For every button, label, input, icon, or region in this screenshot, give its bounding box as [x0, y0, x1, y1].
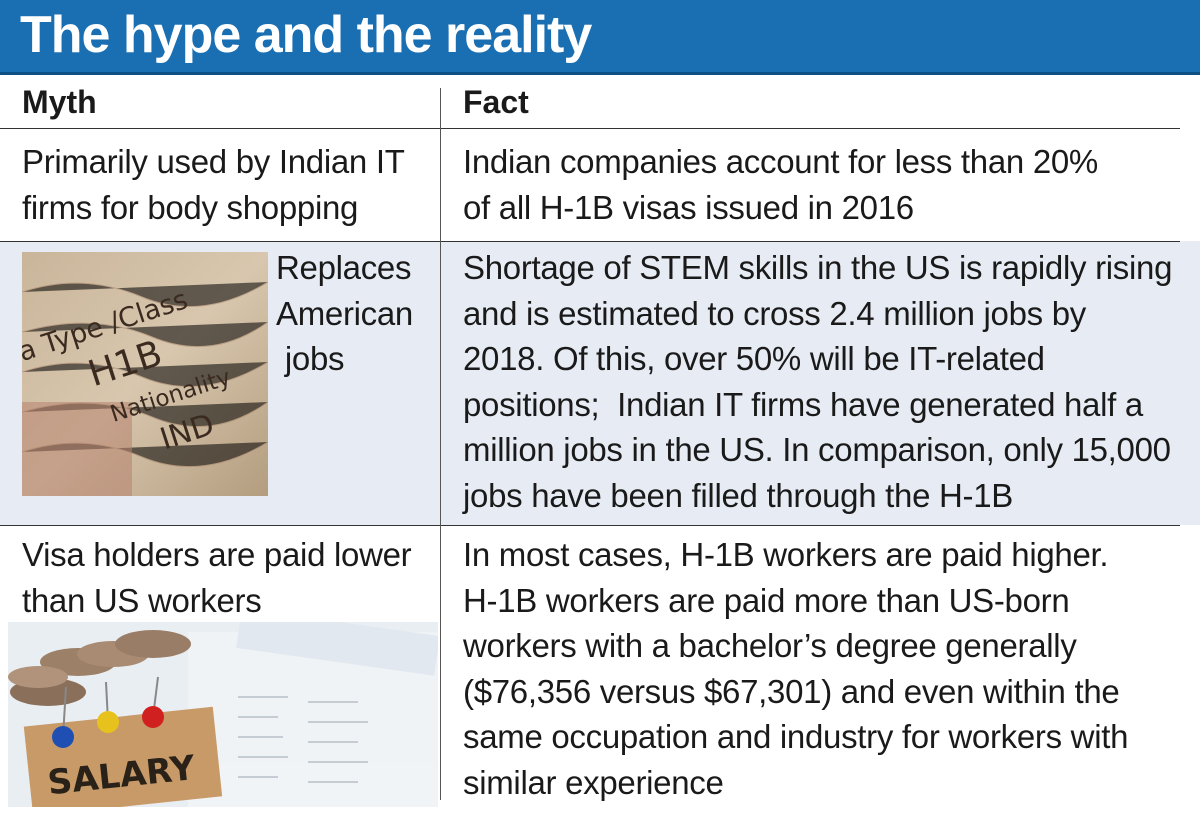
- myth-text-line: than US workers: [22, 581, 262, 619]
- fact-text-line: H-1B workers are paid more than US-born: [463, 581, 1070, 619]
- visa-stamp-image: a Type /Class H1B Nationality IND: [22, 252, 268, 496]
- salary-coins-image: SALARY: [8, 622, 438, 807]
- fact-text-line: In most cases, H-1B workers are paid hig…: [463, 536, 1109, 573]
- myth-text-line: Replaces: [276, 249, 412, 286]
- myth-text-line: jobs: [276, 340, 345, 377]
- row-divider-1: [0, 241, 1180, 242]
- fact-cell-2: Shortage of STEM skills in the US is rap…: [463, 245, 1172, 518]
- fact-text-line: similar experience: [463, 763, 724, 801]
- fact-cell-1: Indian companies account for less than 2…: [463, 139, 1098, 230]
- fact-text-line: of all H-1B visas issued in 2016: [463, 188, 914, 226]
- page-title: The hype and the reality: [20, 6, 592, 64]
- title-banner: [0, 0, 1200, 72]
- fact-text-line: Shortage of STEM skills in the US is rap…: [463, 249, 1173, 286]
- fact-text-line: positions; Indian IT firms have generate…: [463, 385, 1143, 423]
- fact-cell-3: In most cases, H-1B workers are paid hig…: [463, 532, 1128, 805]
- fact-text-line: million jobs in the US. In comparison, o…: [463, 431, 1171, 468]
- myth-text-line: Primarily used by Indian IT: [22, 143, 405, 180]
- myth-text-line: American: [276, 294, 413, 332]
- fact-text-line: same occupation and industry for workers…: [463, 718, 1129, 755]
- myth-text-line: firms for body shopping: [22, 188, 359, 226]
- column-divider: [440, 88, 441, 800]
- fact-text-line: 2018. Of this, over 50% will be IT-relat…: [463, 340, 1045, 377]
- myth-cell-1: Primarily used by Indian IT firms for bo…: [22, 139, 405, 230]
- row-divider-2: [0, 525, 1180, 526]
- myth-text-line: Visa holders are paid lower: [22, 536, 412, 573]
- myth-cell-3: Visa holders are paid lower than US work…: [22, 532, 412, 623]
- fact-text-line: and is estimated to cross 2.4 million jo…: [463, 294, 1086, 332]
- fact-text-line: workers with a bachelor’s degree general…: [463, 627, 1077, 664]
- column-header-myth: Myth: [22, 84, 97, 120]
- fact-text-line: jobs have been filled through the H-1B: [463, 476, 1013, 514]
- header-divider: [0, 128, 1180, 129]
- title-underline: [0, 72, 1200, 75]
- fact-text-line: Indian companies account for less than 2…: [463, 143, 1098, 180]
- fact-text-line: ($76,356 versus $67,301) and even within…: [463, 672, 1120, 710]
- column-header-fact: Fact: [463, 84, 529, 120]
- myth-cell-2: Replaces American jobs: [276, 245, 413, 382]
